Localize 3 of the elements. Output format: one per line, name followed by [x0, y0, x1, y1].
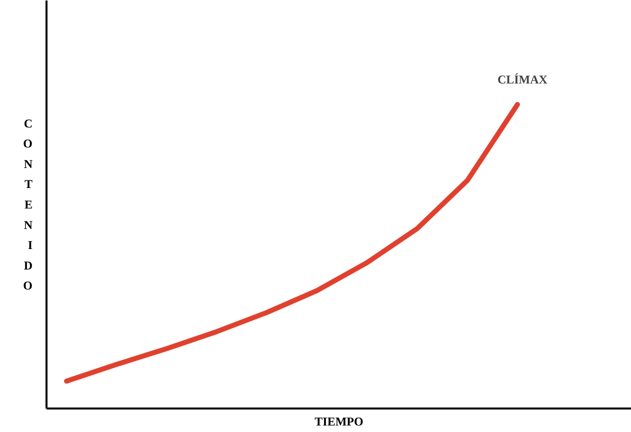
- text: CLÍMAX: [497, 72, 548, 86]
- x-axis-title: TIEMPO: [314, 414, 364, 428]
- text: CONTENIDO: [23, 116, 33, 293]
